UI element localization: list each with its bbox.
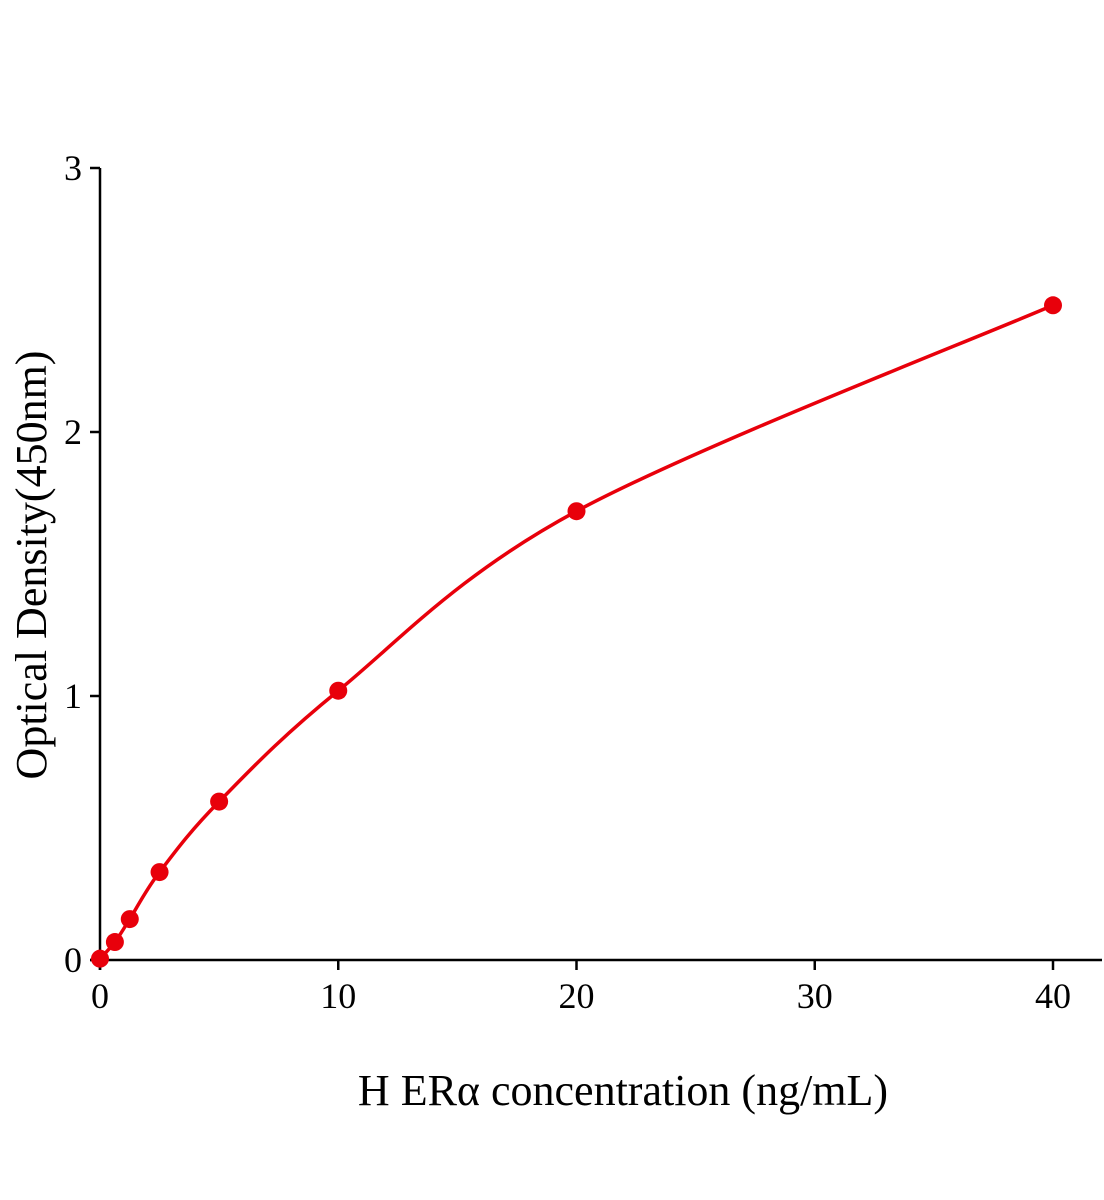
data-point [567,502,586,521]
data-point [329,681,348,700]
x-axis-label: H ERα concentration (ng/mL) [358,1066,888,1115]
axes [90,168,1102,970]
x-tick-label: 30 [797,976,833,1016]
data-point [91,949,109,968]
y-tick-label: 0 [64,940,82,980]
series [91,296,1062,968]
x-tick-label: 40 [1035,976,1071,1016]
y-tick-label: 3 [64,148,82,188]
data-point [1044,296,1062,315]
data-point [105,933,124,952]
fit-curve [98,303,1054,960]
x-tick-label: 0 [91,976,109,1016]
ticks: 0 10 20 30 40 0 1 2 3 [64,148,1071,1016]
y-tick-label: 1 [64,676,82,716]
data-point [210,792,229,811]
y-axis-label: Optical Density(450nm) [7,351,56,780]
data-point [150,863,169,882]
x-tick-label: 10 [320,976,356,1016]
y-tick-label: 2 [64,412,82,452]
x-tick-label: 20 [559,976,595,1016]
data-point [120,910,139,929]
